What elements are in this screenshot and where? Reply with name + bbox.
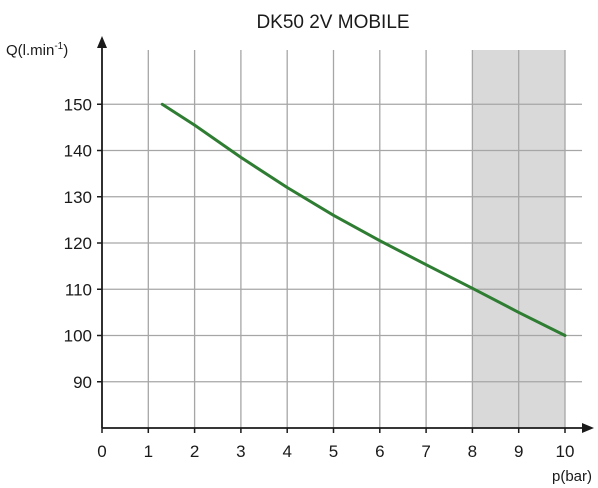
series-layer xyxy=(160,102,567,337)
x-tick-label-2: 2 xyxy=(190,442,199,461)
x-tick-label-7: 7 xyxy=(421,442,430,461)
y-axis-arrow xyxy=(97,36,107,48)
x-tick-label-0: 0 xyxy=(97,442,106,461)
y-axis-label-main: Q(l.min xyxy=(6,42,54,59)
series-line-0 xyxy=(160,102,567,337)
y-axis-label-superscript: -1 xyxy=(54,41,63,52)
x-tick-label-1: 1 xyxy=(144,442,153,461)
y-tick-label-110: 110 xyxy=(65,280,92,299)
y-tick-label-90: 90 xyxy=(73,373,92,392)
axes-layer xyxy=(97,36,594,433)
x-axis-label: p(bar) xyxy=(552,468,592,485)
y-tick-label-130: 130 xyxy=(64,188,92,207)
y-tick-label-100: 100 xyxy=(64,327,92,346)
grid-layer xyxy=(102,50,582,428)
y-tick-label-120: 120 xyxy=(64,234,92,253)
y-axis-label-close: ) xyxy=(63,42,68,59)
x-tick-label-5: 5 xyxy=(329,442,338,461)
y-tick-label-140: 140 xyxy=(64,142,92,161)
x-tick-label-6: 6 xyxy=(375,442,384,461)
y-axis-label: Q(l.min-1) xyxy=(6,41,68,59)
tick-label-layer: 0 1 2 3 4 5 6 7 8 9 10 90 100 110 120 130 140 150 xyxy=(64,95,575,461)
x-tick-label-3: 3 xyxy=(236,442,245,461)
x-tick-label-9: 9 xyxy=(514,442,523,461)
x-tick-label-8: 8 xyxy=(468,442,477,461)
x-axis-arrow xyxy=(582,423,594,433)
x-tick-label-10: 10 xyxy=(556,442,575,461)
chart-title: DK50 2V MOBILE xyxy=(256,12,409,33)
y-tick-label-150: 150 xyxy=(64,95,92,114)
x-tick-label-4: 4 xyxy=(282,442,291,461)
